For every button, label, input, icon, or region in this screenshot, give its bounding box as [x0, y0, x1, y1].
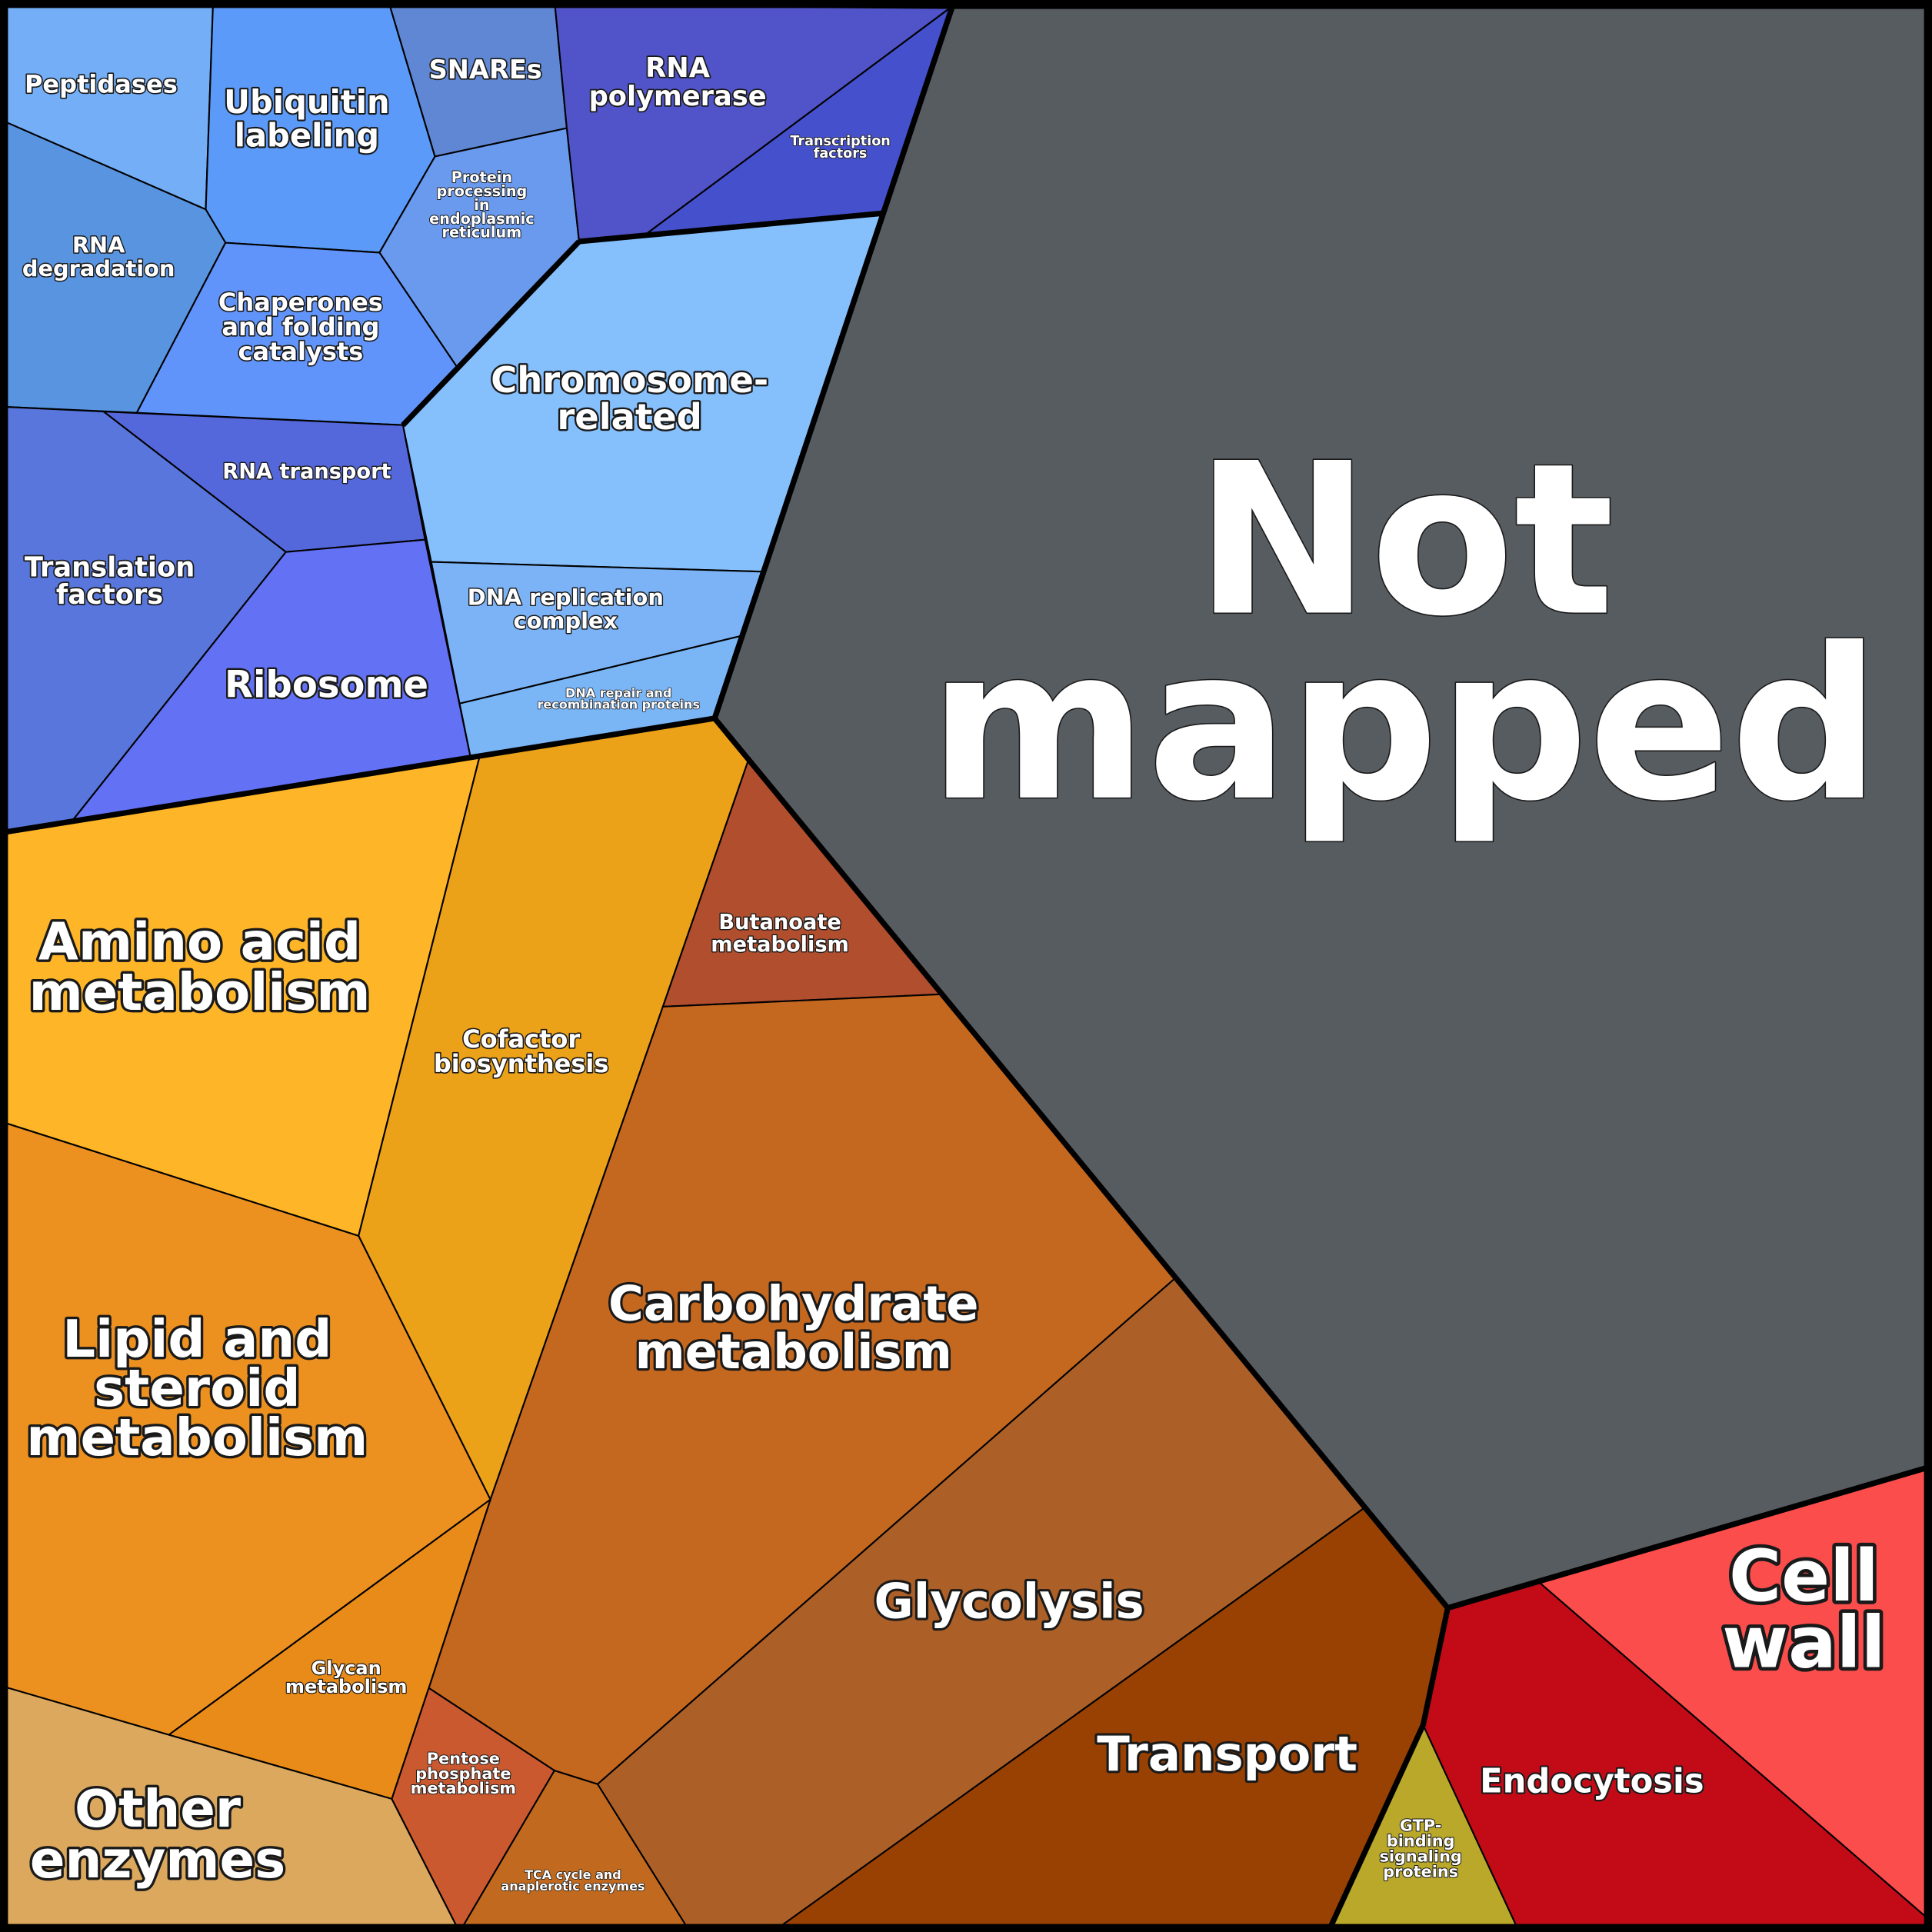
- label-protein-er: Protein processing in endoplasmic reticulum: [429, 168, 534, 242]
- label-cofactor: Cofactor biosynthesis: [434, 1024, 609, 1078]
- label-tca: TCA cycle and anaplerotic enzymes: [501, 1867, 645, 1894]
- label-line: metabolism: [285, 1676, 407, 1697]
- label-line: polymerase: [589, 81, 767, 112]
- label-line: enzymes: [30, 1830, 285, 1890]
- label-line: metabolism: [711, 933, 849, 957]
- label-line: metabolism: [635, 1324, 952, 1380]
- label-line: Transport: [1097, 1726, 1357, 1782]
- label-line: catalysts: [238, 337, 363, 366]
- label-gtp: GTP-binding signaling proteins: [1380, 1817, 1462, 1881]
- label-line: steroid: [94, 1358, 300, 1418]
- label-snares: SNAREs: [429, 55, 542, 85]
- label-pentose: Pentose phosphate metabolism: [411, 1750, 516, 1797]
- label-line: binding: [1387, 1832, 1455, 1850]
- label-line: complex: [514, 608, 618, 634]
- label-chaperones: Chaperones and folding catalysts: [218, 288, 383, 366]
- label-line: and folding: [222, 312, 379, 341]
- label-peptidases: Peptidases: [25, 69, 178, 98]
- label-line: degradation: [22, 255, 175, 281]
- label-glycolysis: Glycolysis: [874, 1574, 1144, 1630]
- group-boundary: [578, 210, 884, 245]
- label-other-enzymes: Other enzymes: [30, 1779, 285, 1890]
- label-glycan: Glycan metabolism: [285, 1657, 407, 1697]
- label-line: Other: [75, 1779, 241, 1839]
- label-line: DNA repair and: [565, 686, 671, 701]
- label-rna-polymerase: RNA polymerase: [589, 52, 767, 112]
- label-line: Lipid and: [62, 1309, 331, 1369]
- label-line: factors: [56, 579, 163, 611]
- label-line: Cell: [1729, 1534, 1879, 1617]
- label-carbohydrate: Carbohydrate metabolism: [608, 1276, 979, 1380]
- label-rna-degradation: RNA degradation: [22, 232, 175, 281]
- label-line: Translation: [25, 552, 195, 584]
- label-line: Protein: [451, 168, 512, 186]
- label-line: Amino acid: [38, 911, 361, 971]
- label-transcription-factors: Transcription factors: [790, 134, 891, 162]
- label-line: endoplasmic: [429, 210, 534, 228]
- label-line: DNA replication: [468, 585, 664, 611]
- label-line: anaplerotic enzymes: [501, 1879, 645, 1894]
- label-line: Glycan: [311, 1657, 381, 1679]
- label-butanoate: Butanoate metabolism: [711, 911, 849, 957]
- label-line: Glycolysis: [874, 1574, 1144, 1630]
- label-line: metabolism: [29, 962, 371, 1022]
- label-chromosome: Chromosome-related: [491, 359, 768, 438]
- label-line: Peptidases: [25, 69, 178, 98]
- label-line: Chaperones: [218, 288, 383, 317]
- label-not-mapped: Not mapped: [929, 419, 1880, 848]
- label-amino-acid: Amino acid metabolism: [29, 911, 371, 1022]
- label-line: mapped: [929, 604, 1880, 848]
- label-endocytosis: Endocytosis: [1480, 1763, 1704, 1801]
- label-line: Ubiquitin: [224, 83, 389, 121]
- label-line: RNA: [72, 232, 125, 258]
- label-dna-repair: DNA repair and recombination proteins: [537, 686, 700, 712]
- label-line: RNA transport: [222, 460, 391, 484]
- label-line: TCA cycle and: [525, 1867, 621, 1882]
- label-line: Carbohydrate: [608, 1276, 979, 1332]
- label-line: metabolism: [26, 1407, 368, 1467]
- label-line: Cofactor: [462, 1024, 580, 1054]
- label-line: wall: [1722, 1601, 1885, 1684]
- label-line: RNA: [645, 52, 711, 84]
- label-line: related: [557, 396, 702, 438]
- label-lipid: Lipid and steroid metabolism: [26, 1309, 368, 1467]
- label-line: processing: [437, 182, 528, 200]
- label-dna-replication: DNA replication complex: [468, 585, 664, 634]
- label-ribosome: Ribosome: [225, 663, 428, 706]
- group-boundary: [1325, 1463, 1932, 1932]
- label-cell-wall: Cell wall: [1722, 1534, 1885, 1684]
- label-line: in: [474, 196, 489, 214]
- label-line: SNAREs: [429, 55, 542, 85]
- label-line: signaling: [1380, 1847, 1462, 1866]
- label-line: reticulum: [442, 224, 522, 242]
- label-line: Pentose: [427, 1750, 500, 1768]
- label-rna-transport: RNA transport: [222, 460, 391, 484]
- label-line: proteins: [1383, 1863, 1458, 1881]
- label-line: Chromosome-: [491, 359, 768, 401]
- label-line: labeling: [235, 117, 379, 155]
- label-translation-factors: Translation factors: [25, 552, 195, 611]
- label-line: Not: [1195, 419, 1614, 663]
- label-ubiquitin: Ubiquitin labeling: [224, 83, 389, 155]
- label-line: Transcription: [790, 134, 891, 149]
- label-line: factors: [814, 146, 868, 162]
- label-line: phosphate: [415, 1764, 511, 1783]
- label-line: metabolism: [411, 1779, 516, 1797]
- cell-pentose: [391, 1687, 555, 1932]
- group-boundary: [401, 239, 581, 428]
- label-line: biosynthesis: [434, 1049, 609, 1078]
- label-transport: Transport: [1097, 1726, 1357, 1782]
- label-line: Butanoate: [718, 911, 841, 934]
- cell-tca: [458, 1770, 691, 1932]
- label-line: Endocytosis: [1480, 1763, 1704, 1801]
- label-line: GTP-: [1400, 1817, 1441, 1835]
- label-line: Ribosome: [225, 663, 428, 706]
- label-line: recombination proteins: [537, 698, 700, 712]
